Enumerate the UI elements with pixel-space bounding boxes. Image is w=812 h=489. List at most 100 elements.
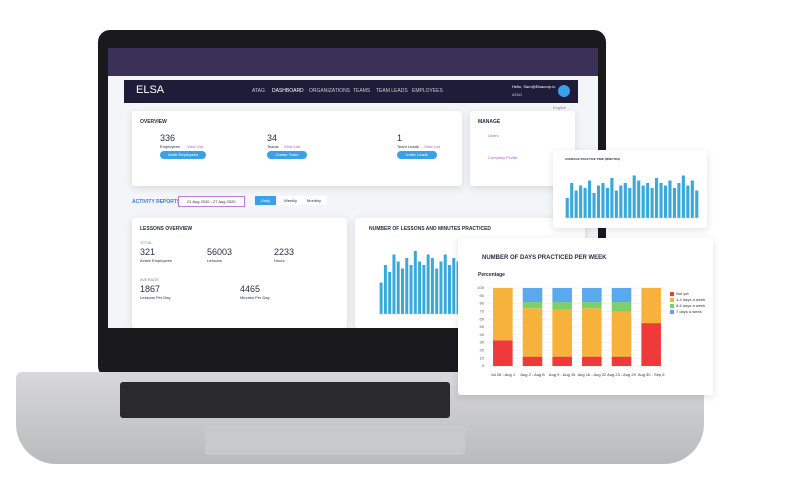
bar — [672, 188, 676, 218]
y-tick-label: 100 — [477, 285, 484, 290]
bar — [681, 175, 685, 218]
create-button[interactable]: Create Team — [267, 151, 307, 159]
stat-link[interactable]: View List — [284, 144, 300, 149]
nav-item[interactable]: EMPLOYEES — [412, 88, 443, 94]
bar — [663, 185, 668, 218]
bar-segment — [582, 288, 602, 303]
x-tick-label: Jul 26 - Aug 1 — [491, 372, 516, 377]
y-tick-label: 90 — [480, 293, 485, 298]
days-practiced-chart: 0 10 20 30 40 50 60 70 80 90 100 Jul 26 - Aug 1 Aug … — [477, 285, 705, 377]
bar — [579, 185, 583, 218]
bar — [686, 185, 690, 218]
bar — [650, 188, 654, 218]
y-tick-label: 20 — [480, 347, 485, 352]
bar — [592, 193, 596, 218]
bar-segment — [522, 302, 543, 309]
bar — [690, 180, 694, 218]
bar-segment — [611, 356, 632, 366]
average-value: 1867 — [140, 284, 161, 294]
manage-link[interactable]: Company Profile — [488, 155, 518, 160]
overview-card: OVERVIEW 336 Employees View List Invite … — [132, 111, 462, 186]
org: ATAG — [512, 92, 523, 97]
nav-item[interactable]: ATAG — [252, 88, 265, 94]
chart-title: NUMBER OF LESSONS AND MINUTES PRACTICED — [369, 226, 492, 232]
chart-title: AVERAGE PRACTICE TIME (MINUTES) — [565, 157, 621, 161]
nav-item[interactable]: TEAMS — [353, 88, 371, 94]
stat-value: 56003 — [207, 247, 233, 257]
avatar[interactable] — [558, 85, 570, 97]
stat-label: Hours — [274, 258, 285, 263]
tab[interactable]: Daily — [255, 196, 276, 205]
manage-title: MANAGE — [478, 119, 501, 125]
stat-value: 336 — [160, 133, 176, 143]
manage-link[interactable]: Users — [488, 133, 499, 138]
overview-title: OVERVIEW — [140, 119, 167, 125]
bar — [435, 268, 439, 314]
bar-segment — [552, 356, 572, 366]
average-label: Lessons Per Day — [140, 295, 171, 300]
y-tick-label: 0 — [482, 363, 485, 368]
bar — [439, 261, 443, 314]
legend-label: 7 days a week — [676, 309, 702, 314]
bar-segment — [582, 356, 602, 366]
bar — [401, 268, 404, 314]
trackpad — [205, 425, 465, 455]
nav-item[interactable]: DASHBOARD — [272, 88, 304, 94]
tab[interactable]: Monthly — [301, 196, 328, 205]
logo: ELSA — [136, 84, 165, 96]
stat-value: 34 — [267, 133, 278, 143]
bar — [418, 261, 422, 314]
y-tick-label: 80 — [480, 301, 485, 306]
bar — [405, 258, 409, 314]
bar — [448, 265, 451, 314]
bar-segment — [641, 288, 661, 324]
bar-segment — [611, 311, 632, 357]
lessons-title: LESSONS OVERVIEW — [140, 226, 193, 232]
bar — [426, 254, 430, 314]
bar — [409, 265, 413, 314]
stat-label: Teams — [267, 144, 279, 149]
bar — [422, 265, 426, 314]
bar-segment — [611, 302, 632, 312]
invite-button[interactable]: Invite Leads — [397, 151, 437, 159]
average-practice-chart — [565, 175, 699, 219]
top-blur-bar — [108, 48, 598, 76]
nav-item[interactable]: TEAM LEADS — [376, 88, 408, 94]
bar-segment — [552, 302, 572, 310]
date-range[interactable]: 21 Aug 2020 - 27 Aug 2020 — [178, 196, 245, 207]
x-tick-label: Aug 2 - Aug 8 — [520, 372, 545, 377]
bar — [565, 198, 569, 218]
bar — [430, 258, 434, 314]
bar — [668, 180, 672, 218]
bar — [641, 185, 645, 218]
y-tick-label: 50 — [480, 324, 485, 329]
invite-button[interactable]: Invite Employees — [160, 151, 206, 159]
bar — [596, 185, 601, 218]
stat-label: Active Employees — [140, 258, 172, 263]
nav-item[interactable]: ORGANIZATIONS — [309, 88, 351, 94]
stat-link[interactable]: View List — [424, 144, 440, 149]
average-value: 4465 — [240, 284, 261, 294]
bar-segment — [552, 309, 572, 357]
x-tick-label: Aug 9 - Aug 15 — [549, 372, 576, 377]
bar — [646, 183, 650, 218]
stat-label: Team Leads — [397, 144, 419, 149]
stat-value: 1 — [397, 133, 403, 143]
legend-swatch — [670, 310, 674, 314]
y-tick-label: 30 — [480, 340, 485, 345]
language[interactable]: English — [553, 105, 567, 110]
navbar: ELSA ATAG DASHBOARD ORGANIZATIONS TEAMS … — [124, 80, 578, 103]
bar — [413, 251, 417, 314]
bar-segment — [641, 323, 661, 366]
tab[interactable]: Weekly — [278, 196, 304, 205]
stat-link[interactable]: View List — [187, 144, 203, 149]
bar-segment — [611, 288, 632, 303]
x-tick-label: Aug 23 - Aug 29 — [607, 372, 636, 377]
bar — [637, 180, 641, 218]
stat-value: 321 — [140, 247, 156, 257]
bar-segment — [522, 308, 543, 357]
total-label: TOTAL — [140, 240, 153, 245]
bar — [610, 178, 614, 218]
bar — [452, 258, 456, 314]
